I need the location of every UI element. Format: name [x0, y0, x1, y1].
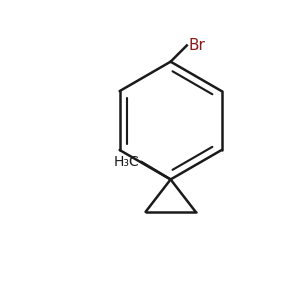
Text: H₃C: H₃C	[114, 155, 140, 169]
Text: Br: Br	[188, 38, 205, 53]
